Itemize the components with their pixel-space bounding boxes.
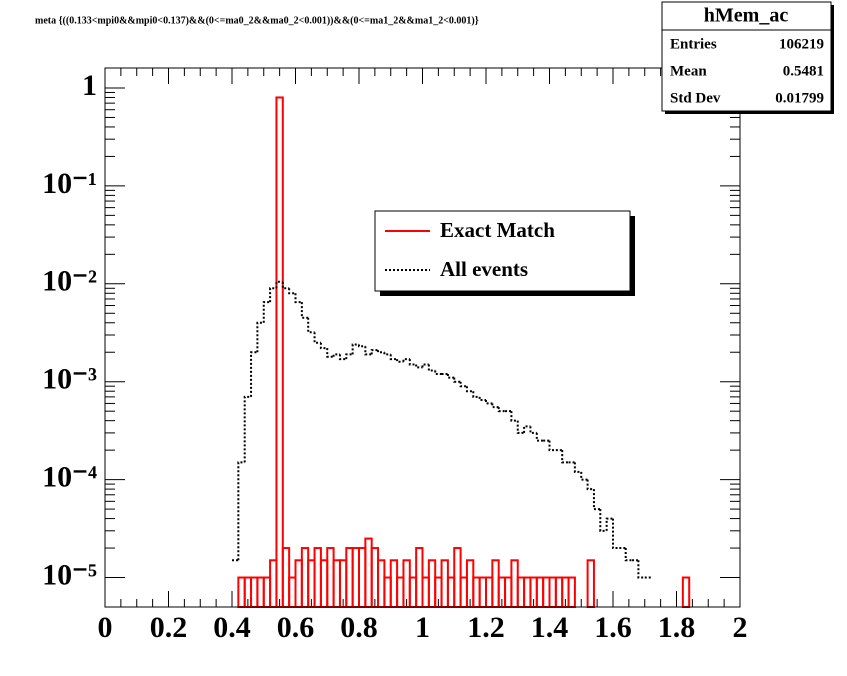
legend bbox=[374, 210, 631, 292]
y-tick-label: 10⁻⁵ bbox=[42, 558, 97, 591]
x-tick-label: 0.4 bbox=[213, 611, 251, 644]
histogram-step bbox=[364, 346, 372, 356]
histogram-step bbox=[250, 351, 258, 397]
chart-title: meta {((0.133<mpi0&&mpi0<0.137)&&(0<=ma0… bbox=[35, 15, 479, 26]
histogram-step bbox=[434, 370, 442, 375]
x-tick-label: 1.8 bbox=[658, 611, 696, 644]
y-tick-label: 10⁻³ bbox=[42, 363, 97, 396]
histogram-step bbox=[465, 386, 474, 393]
histogram-step bbox=[351, 343, 359, 355]
histogram-step bbox=[243, 395, 252, 463]
legend-label: All events bbox=[440, 257, 528, 281]
histogram-step bbox=[326, 348, 334, 358]
stats-title: hMem_ac bbox=[704, 5, 789, 27]
histogram-step bbox=[637, 560, 645, 579]
histogram-step bbox=[605, 517, 613, 531]
x-tick-label: 1 bbox=[415, 611, 430, 644]
histogram-step bbox=[472, 391, 480, 398]
stats-label: Std Dev bbox=[670, 90, 721, 106]
histogram-step bbox=[338, 354, 347, 361]
histogram-step bbox=[612, 518, 620, 550]
legend-label: Exact Match bbox=[440, 218, 555, 242]
histogram-step bbox=[592, 489, 601, 511]
histogram-step bbox=[358, 344, 366, 348]
x-tick-label: 0.8 bbox=[340, 611, 378, 644]
histogram-step bbox=[408, 359, 417, 366]
stats-value: 0.5481 bbox=[783, 63, 824, 79]
histogram-step bbox=[516, 420, 525, 434]
histogram-step bbox=[586, 479, 594, 491]
histogram-step bbox=[256, 321, 264, 353]
y-tick-label: 10⁻⁴ bbox=[42, 461, 97, 494]
histogram-step bbox=[497, 407, 506, 413]
histogram-step bbox=[288, 288, 296, 295]
y-tick-label: 1 bbox=[82, 69, 97, 102]
x-tick-label: 0 bbox=[98, 611, 113, 644]
x-tick-label: 1.2 bbox=[467, 611, 505, 644]
histogram-step bbox=[294, 293, 302, 304]
histogram-step bbox=[485, 400, 493, 405]
histogram-step bbox=[478, 396, 486, 402]
histogram-step bbox=[319, 342, 328, 350]
histogram-step bbox=[269, 287, 277, 303]
stats-label: Mean bbox=[670, 63, 707, 79]
x-tick-label: 0.2 bbox=[150, 611, 188, 644]
x-tick-label: 1.4 bbox=[531, 611, 569, 644]
stats-value: 0.01799 bbox=[775, 90, 824, 106]
x-tick-label: 1.6 bbox=[594, 611, 632, 644]
stats-label: Entries bbox=[670, 36, 717, 52]
histogram-step bbox=[491, 403, 499, 409]
histogram-step bbox=[383, 352, 391, 356]
histogram-step bbox=[402, 358, 410, 362]
histogram-step bbox=[300, 302, 309, 319]
x-tick-label: 2 bbox=[733, 611, 748, 644]
histogram-step bbox=[599, 509, 607, 532]
histogram-step bbox=[510, 411, 518, 422]
histogram-step bbox=[415, 364, 423, 369]
histogram-step bbox=[459, 381, 467, 388]
y-tick-label: 10⁻¹ bbox=[42, 167, 97, 200]
histogram-step bbox=[561, 450, 569, 464]
histogram-step bbox=[370, 349, 379, 355]
histogram-step bbox=[624, 548, 633, 562]
histogram-step bbox=[332, 353, 340, 357]
histogram-step bbox=[421, 363, 429, 368]
histogram-step bbox=[396, 359, 404, 363]
stats-value: 106219 bbox=[779, 36, 824, 52]
histogram-step bbox=[573, 462, 582, 473]
histogram-step bbox=[307, 317, 315, 334]
histogram-step bbox=[377, 350, 385, 354]
frame bbox=[104, 67, 741, 608]
histogram-step bbox=[237, 461, 245, 561]
histogram-step bbox=[345, 353, 353, 360]
stats-box bbox=[661, 1, 832, 112]
histogram-step bbox=[446, 373, 455, 379]
x-tick-label: 0.6 bbox=[277, 611, 315, 644]
histogram-step bbox=[389, 354, 398, 361]
y-tick-label: 10⁻² bbox=[42, 265, 97, 298]
histogram-step bbox=[262, 301, 271, 323]
histogram-step bbox=[548, 440, 556, 452]
histogram-step bbox=[453, 377, 461, 383]
